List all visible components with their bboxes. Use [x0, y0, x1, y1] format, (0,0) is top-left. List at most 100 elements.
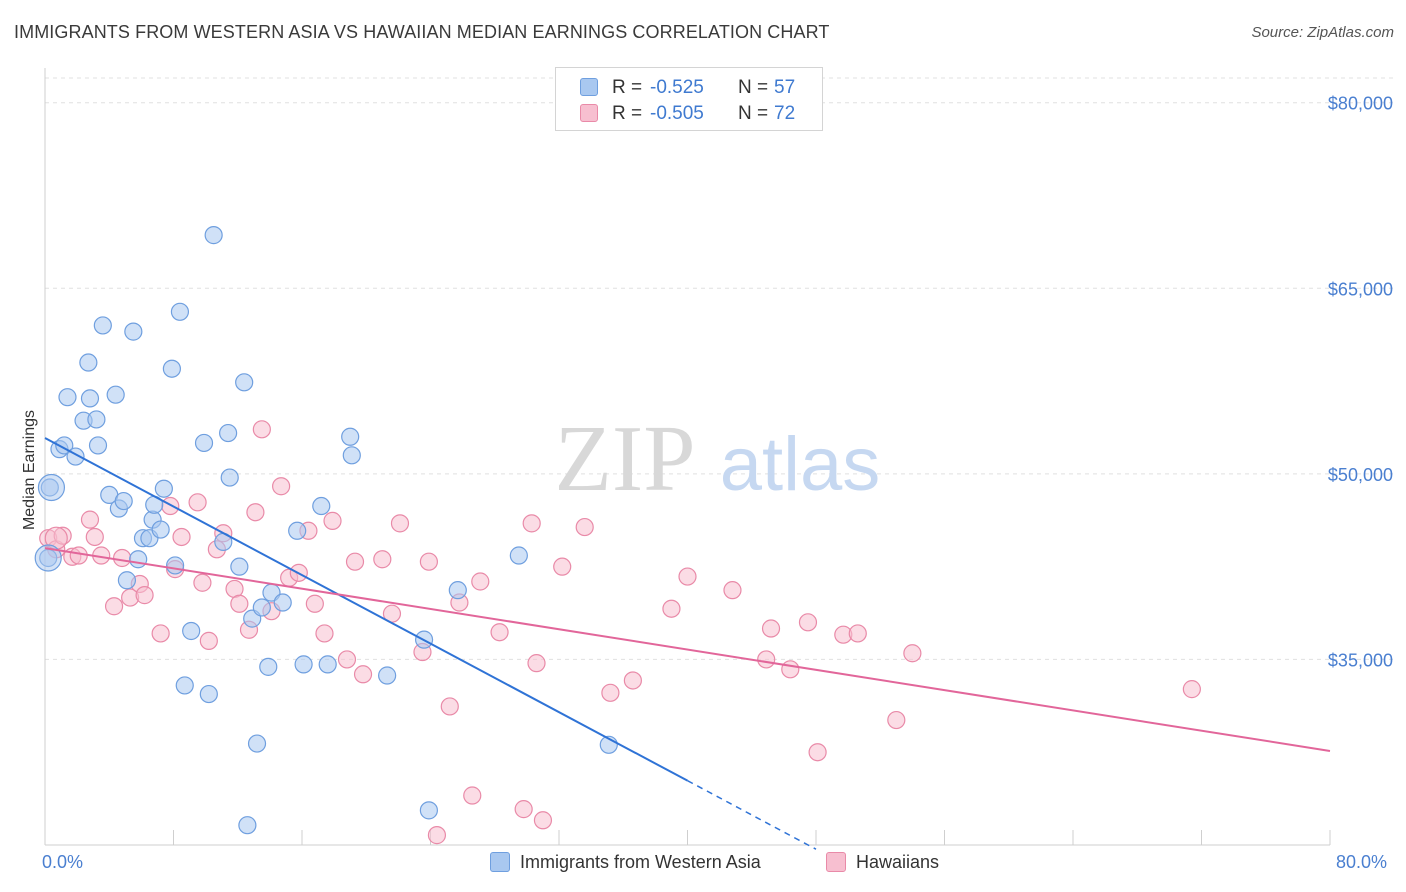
data-point	[305, 594, 324, 613]
legend-r-value: -0.505	[650, 103, 704, 124]
data-point	[188, 493, 207, 512]
data-point	[182, 621, 201, 641]
legend-label: Immigrants from Western Asia	[520, 852, 761, 872]
data-point	[315, 624, 334, 643]
data-point	[273, 593, 292, 612]
data-point	[199, 684, 218, 704]
data-point	[601, 683, 620, 702]
data-point	[808, 743, 827, 762]
data-point	[193, 573, 212, 592]
data-point	[463, 786, 482, 805]
data-point	[341, 427, 360, 446]
data-point	[194, 433, 214, 453]
data-point	[204, 226, 223, 245]
data-point	[757, 650, 776, 669]
trend-line-western-asia-extension	[687, 780, 817, 850]
data-point	[761, 619, 781, 638]
data-point	[220, 468, 239, 487]
data-point	[798, 613, 818, 632]
data-point	[903, 644, 922, 663]
data-point	[166, 556, 185, 575]
correlation-legend: R = -0.525 N = 57 R = -0.505 N = 72	[555, 67, 823, 131]
data-point	[87, 410, 106, 429]
watermark-atlas: atlas	[720, 422, 881, 507]
data-point	[247, 734, 267, 753]
data-point-large	[34, 544, 62, 572]
data-point	[575, 517, 594, 537]
data-point	[323, 511, 342, 530]
data-point	[337, 650, 357, 669]
data-point	[419, 801, 438, 820]
data-point	[154, 479, 173, 498]
data-point	[678, 567, 697, 586]
data-point	[440, 697, 459, 716]
source-credit: Source: ZipAtlas.com	[1251, 24, 1394, 41]
y-tick-label: $50,000	[1328, 465, 1393, 485]
series-western-asia-points	[34, 226, 618, 835]
data-point	[162, 359, 181, 378]
legend-swatch-blue	[490, 852, 510, 872]
legend-r-label: R =	[612, 77, 643, 98]
data-point	[259, 657, 278, 676]
data-point	[272, 477, 291, 496]
data-point	[252, 598, 271, 617]
data-point	[514, 800, 533, 819]
data-point	[252, 420, 271, 439]
data-point	[172, 527, 191, 547]
data-point	[238, 816, 257, 835]
data-point	[448, 581, 467, 600]
data-point	[1182, 680, 1201, 699]
data-point	[199, 631, 218, 650]
data-point-large	[37, 473, 66, 502]
data-point	[419, 552, 438, 571]
data-point	[135, 586, 154, 605]
data-point	[129, 550, 148, 569]
data-point	[342, 446, 361, 465]
data-point	[471, 572, 490, 591]
data-point	[80, 389, 100, 408]
data-point	[318, 655, 337, 674]
data-point	[522, 514, 541, 533]
data-point	[235, 373, 254, 392]
data-point	[246, 503, 265, 522]
chart-title: IMMIGRANTS FROM WESTERN ASIA VS HAWAIIAN…	[14, 22, 830, 42]
data-point	[662, 599, 681, 618]
legend-n-label: N =	[738, 77, 769, 98]
x-tick-max: 80.0%	[1336, 852, 1388, 872]
data-point	[345, 552, 365, 571]
legend-item-western-asia[interactable]: Immigrants from Western Asia	[490, 852, 761, 876]
data-point	[887, 710, 906, 730]
data-point	[69, 546, 88, 565]
data-point	[781, 660, 800, 679]
data-point	[288, 521, 307, 540]
watermark: ZIP atlas	[555, 407, 881, 511]
legend-n-value: 57	[774, 77, 796, 98]
data-point	[527, 654, 546, 673]
data-point	[79, 353, 98, 372]
data-point	[353, 665, 373, 684]
x-tick-min: 0.0%	[42, 852, 84, 872]
data-point	[175, 676, 194, 695]
legend-r-label: R =	[612, 103, 643, 124]
data-point	[230, 594, 249, 613]
legend-swatch-pink	[826, 852, 846, 872]
gridlines	[45, 77, 1393, 660]
data-point	[151, 520, 170, 539]
data-point	[378, 666, 397, 685]
data-point	[427, 826, 447, 845]
y-tick-label: $80,000	[1328, 94, 1393, 114]
data-point	[124, 322, 143, 341]
data-point	[88, 436, 108, 455]
data-point	[373, 550, 392, 569]
watermark-zip: ZIP	[555, 407, 696, 511]
data-point	[390, 514, 410, 533]
data-point	[85, 527, 104, 547]
legend-item-hawaiians[interactable]: Hawaiians	[826, 852, 939, 876]
data-point	[117, 571, 137, 590]
y-tick-label: $65,000	[1328, 279, 1393, 299]
data-point	[219, 423, 238, 443]
data-point	[294, 655, 313, 674]
data-point	[553, 557, 572, 576]
data-point	[80, 510, 100, 529]
